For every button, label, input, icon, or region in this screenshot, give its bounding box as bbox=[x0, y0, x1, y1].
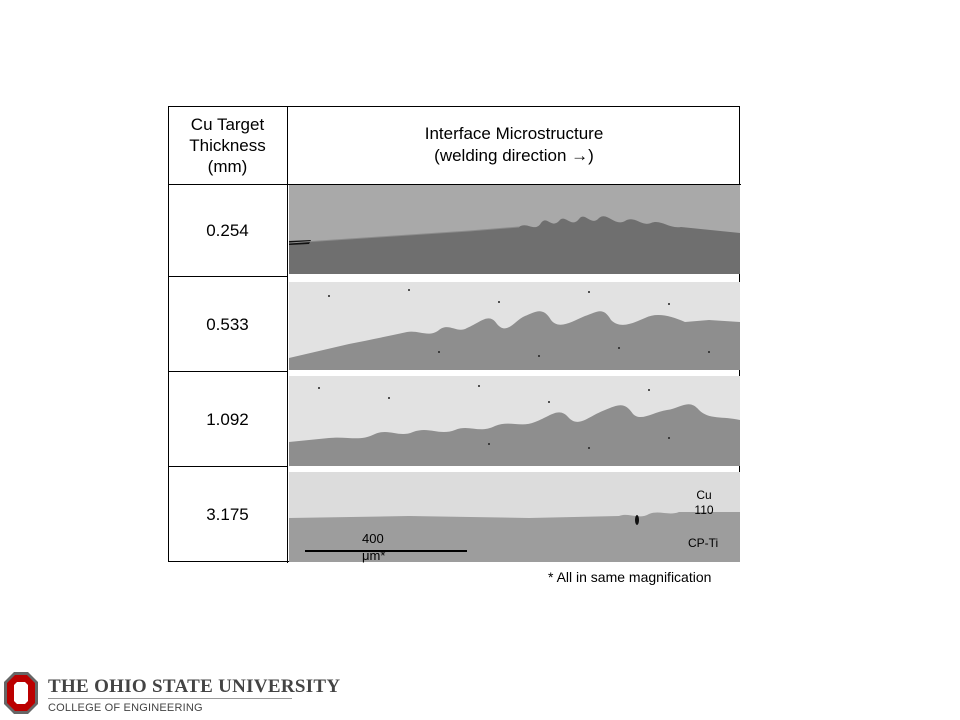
header-divider bbox=[168, 184, 741, 185]
footer-divider bbox=[48, 698, 292, 699]
scale-bar-label: 400 μm* bbox=[362, 531, 386, 563]
micrograph-1092 bbox=[289, 376, 740, 466]
thickness-cell: 1.092 bbox=[206, 409, 249, 429]
header-interface: Interface Microstructure (welding direct… bbox=[288, 106, 740, 184]
label-cu-110: Cu 110 bbox=[694, 488, 714, 517]
thickness-cell: 0.254 bbox=[206, 221, 249, 240]
microstructure-table: Cu Target Thickness (mm) Interface Micro… bbox=[168, 106, 741, 563]
university-name: THE OHIO STATE UNIVERSITY bbox=[48, 676, 341, 697]
thickness-cell: 0.533 bbox=[206, 314, 249, 334]
micrograph-0533 bbox=[289, 282, 740, 370]
label-cp-ti: CP-Ti bbox=[688, 536, 719, 550]
micrograph-3175 bbox=[289, 472, 740, 562]
ohio-state-logo-icon bbox=[4, 672, 38, 719]
header-thickness: Cu Target Thickness (mm) bbox=[189, 114, 266, 176]
header-interface-line2: (welding direction →) bbox=[434, 146, 594, 165]
scale-bar bbox=[305, 550, 467, 552]
column-divider bbox=[287, 106, 288, 563]
row-divider bbox=[168, 276, 288, 277]
college-name: COLLEGE OF ENGINEERING bbox=[48, 702, 203, 714]
row-divider bbox=[168, 371, 288, 372]
magnification-note: * All in same magnification bbox=[548, 569, 712, 585]
thickness-cell: 3.175 bbox=[206, 505, 249, 524]
row-divider bbox=[168, 466, 288, 467]
micrograph-0254 bbox=[289, 185, 740, 274]
header-interface-line1: Interface Microstructure bbox=[424, 124, 604, 143]
